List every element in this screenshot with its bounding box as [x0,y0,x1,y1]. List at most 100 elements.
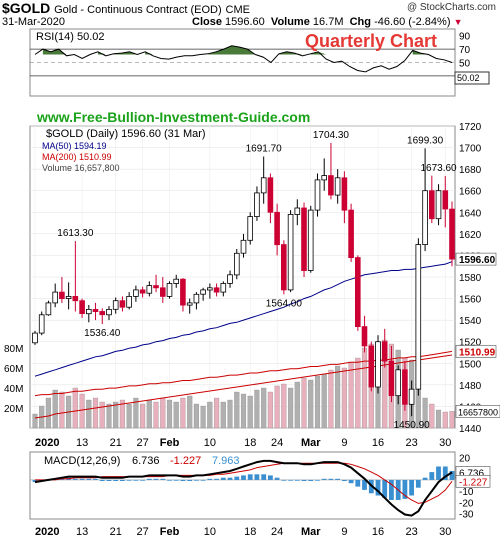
macd-x-label: 2020 [35,526,59,538]
volume-last-box [455,405,500,418]
price-x-label: 18 [244,437,256,449]
macd-histogram-bar [106,479,112,481]
price-annotation: 1699.30 [407,135,444,146]
macd-histogram-bar [207,478,213,480]
volume-bar [119,399,125,429]
macd-histogram-bar [99,479,105,481]
candle-body [307,209,314,271]
candle-body [133,289,139,297]
candle-body [321,175,327,181]
macd-histogram-bar [301,479,307,481]
volume-bar [52,389,58,429]
macd-histogram-bar [422,477,428,480]
signal-last-box [455,475,491,488]
price-tick-label: 1620 [459,230,482,241]
macd-signal-line [35,462,453,504]
macd-x-label: 10 [204,526,216,538]
macd-histogram-bar [167,479,172,481]
macd-histogram-bar [328,478,334,480]
price-annotation: 1673.60 [420,163,457,174]
volume-bar [301,377,307,429]
volume-bar [341,367,347,429]
rsi-tick-label: 70 [459,45,471,56]
macd-histogram-bar [261,474,267,480]
candle-body [52,291,58,304]
price-tick-label: 1520 [459,338,482,349]
volume-bar [59,391,65,429]
candle-body [254,192,260,217]
candle-body [314,179,321,211]
macd-histogram-bar [382,479,388,498]
signal-last-label: -1.227 [459,477,488,488]
volume-bar [200,405,206,429]
volume-bar [160,397,166,429]
rsi-overbought-fill [42,45,429,55]
volume-bar [274,385,280,429]
candle-body [395,369,401,397]
price-x-label: 27 [136,437,148,449]
macd-histogram-bar [429,472,435,480]
macd-histogram-bar [335,478,340,480]
candle-body [173,278,180,284]
macd-histogram-bar [234,476,240,480]
volume-bar [429,403,435,429]
price-legend-title: $GOLD (Daily) 1596.60 (31 Mar) [46,128,206,140]
macd-histogram-bar [126,479,132,481]
candle-body [247,216,254,241]
rsi-panel: 90705030 RSI(14) 50.02 Quarterly Chart 5… [29,28,490,97]
volume-axis-label: 40M [4,384,23,395]
volume-bar [281,383,287,429]
price-annotation: 1691.70 [246,144,283,155]
macd-legend-signal: -1.227 [170,455,201,467]
candle-body [213,287,220,293]
volume-bar [261,387,267,429]
macd-panel: 20100-10-20-30 MACD(12,26,9) 6.736 -1.22… [29,451,491,538]
price-x-label: 23 [406,437,418,449]
volume-bar [173,401,179,429]
macd-x-label: 9 [341,526,347,538]
header-date: 31-Mar-2020 [2,16,65,28]
volume-axis-label: 60M [4,364,23,375]
macd-x-label: 23 [406,526,418,538]
price-tick-label: 1480 [459,381,482,392]
volume-bar [288,387,294,429]
macd-x-label: 16 [372,526,384,538]
candle-body [106,308,112,316]
volume-bar [328,369,334,429]
volume-bar [449,411,455,429]
volume-bar [79,393,85,429]
volume-ma-line [34,354,453,419]
candle-body [388,360,395,397]
candle-body [402,369,408,405]
candle-body [301,207,307,271]
candle-body [153,285,159,289]
macd-histogram-bar [355,479,361,487]
macd-histogram-bar [59,478,65,480]
volume-bar [45,397,51,429]
volume-bar [166,399,173,429]
price-tick-label: 1540 [459,316,482,327]
macd-legend-name: MACD(12,26,9) [44,455,120,467]
chg-down-icon: ▼ [453,17,463,27]
volume-bar [99,401,105,429]
volume-bar [267,391,273,429]
price-tick-label: 1500 [459,359,482,370]
macd-histogram-bar [442,466,448,480]
candle-body [38,314,45,334]
macd-histogram-bar [436,466,441,480]
candle-body [146,285,153,294]
candle-body [260,177,267,194]
macd-histogram-bar [247,474,253,480]
volume-bar [314,375,321,429]
macd-histogram-bar [32,479,38,483]
candle-body [193,293,200,304]
price-tick-label: 1640 [459,208,482,219]
macd-histogram-bar [194,479,199,481]
macd-histogram-bar [187,479,193,481]
volume-bar [220,401,226,429]
macd-x-label: 24 [271,526,283,538]
candle-body [442,190,449,210]
macd-legend-hist: 7.963 [212,455,240,467]
macd-histogram-bar [86,478,92,480]
candle-body [65,295,72,299]
